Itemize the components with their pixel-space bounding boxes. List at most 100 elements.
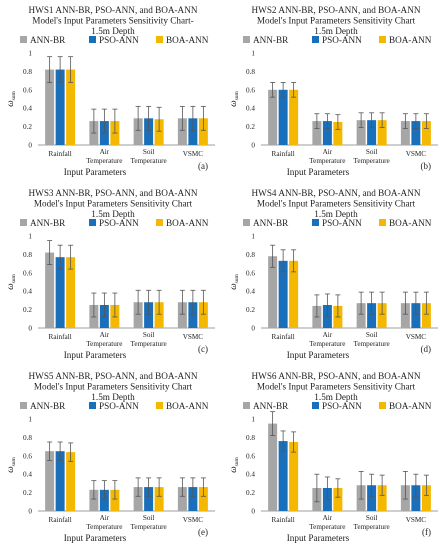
category-label: Air [100,148,110,156]
x-axis-label: Input Parameters [287,350,350,360]
y-axis-label-sub: sum [234,457,240,467]
x-axis-label: Input Parameters [287,533,350,543]
category-label: VSMC [183,516,204,524]
y-tick-label: 0 [28,325,32,333]
x-axis-label: Input Parameters [64,533,127,543]
bar [144,302,154,328]
chart-title-line: Model's Input Parameters Sensitivity Cha… [257,16,416,26]
legend-label: PSO-ANN [322,401,362,411]
category-label: Air [323,331,333,339]
bar [289,442,299,511]
bar [367,303,377,328]
legend-label: ANN-BR [253,401,289,411]
legend-swatch [156,402,163,409]
chart-title-line: HWS4 ANN-BR, PSO-ANN, and BOA-ANN [252,188,421,198]
bar [333,488,343,511]
legend-swatch [89,36,96,43]
legend-label: PSO-ANN [99,35,139,45]
legend-swatch [379,219,386,226]
panel-letter: (b) [421,161,432,171]
legend-swatch [243,402,250,409]
bar [198,302,208,328]
y-tick-label: 0.6 [23,86,32,94]
category-label: Soil [143,514,155,522]
x-axis-label: Input Parameters [287,167,350,177]
category-label: VSMC [406,516,427,524]
bar [188,118,198,145]
category-label: Soil [366,148,378,156]
category-label: Soil [366,514,378,522]
bar [289,260,299,328]
y-axis-label-sub: sum [234,274,240,284]
bar [400,303,410,328]
category-label: Temperature [354,157,390,165]
y-tick-label: 0.4 [23,471,32,479]
y-axis-label: ωsum [5,91,17,107]
y-axis-label: ωsum [228,457,240,473]
bar [356,303,366,328]
bar [133,487,143,511]
category-label: Soil [366,331,378,339]
bar [188,487,198,511]
y-tick-label: 0.4 [23,105,32,113]
y-tick-label: 0.8 [23,68,32,76]
bar [45,252,55,328]
legend-label: PSO-ANN [322,218,362,228]
chart-title-line: Model's Input Parameters Sensitivity Cha… [257,382,416,392]
y-axis-label-sub: sum [11,457,17,467]
bar [333,122,343,145]
y-tick-label: 0.2 [246,489,255,497]
bar [377,303,387,328]
bar [278,89,288,145]
category-label: Air [323,514,333,522]
y-tick-label: 1 [251,50,255,58]
bar [377,120,387,145]
y-tick-label: 0 [251,508,255,516]
category-label: Air [100,514,110,522]
bar [278,441,288,511]
legend-label: ANN-BR [253,218,289,228]
chart-panel: HWS2 ANN-BR, PSO-ANN, and BOA-ANNModel's… [228,5,438,177]
legend-label: ANN-BR [253,35,289,45]
legend-swatch [156,36,163,43]
panel-letter: (a) [198,161,208,171]
category-label: Temperature [354,523,390,531]
y-tick-label: 0.6 [23,452,32,460]
panel-letter: (d) [421,344,432,354]
bar [45,69,55,145]
category-label: Rainfall [49,333,72,341]
legend-swatch [89,219,96,226]
bar [144,487,154,511]
bar [367,120,377,145]
bar [322,488,332,511]
bar [66,69,76,145]
bar [45,451,55,511]
chart-title-line: 1.5m Depth [314,392,358,402]
legend-swatch [243,219,250,226]
bar [312,121,322,145]
chart-title-line: HWS1 ANN-BR, PSO-ANN, and BOA-ANN [29,5,198,15]
y-tick-label: 0.2 [246,123,255,131]
category-label: Temperature [309,523,345,531]
bar [89,489,99,511]
category-label: Temperature [309,340,345,348]
bar [289,89,299,145]
y-tick-label: 0 [251,325,255,333]
category-label: VSMC [406,333,427,341]
y-tick-label: 0.4 [23,288,32,296]
bar [411,485,421,511]
y-tick-label: 0.8 [246,251,255,259]
chart-title-line: HWS2 ANN-BR, PSO-ANN, and BOA-ANN [252,5,421,15]
bar [133,118,143,145]
legend-label: BOA-ANN [389,401,432,411]
chart-title-line: Model's Input Parameters Sensitivity Cha… [34,382,193,392]
bar [154,119,164,145]
y-tick-label: 1 [251,416,255,424]
bar [188,302,198,328]
legend-label: PSO-ANN [99,218,139,228]
bar [322,121,332,145]
category-label: VSMC [406,150,427,158]
category-label: Rainfall [272,516,295,524]
chart-panel: HWS4 ANN-BR, PSO-ANN, and BOA-ANNModel's… [228,188,438,360]
